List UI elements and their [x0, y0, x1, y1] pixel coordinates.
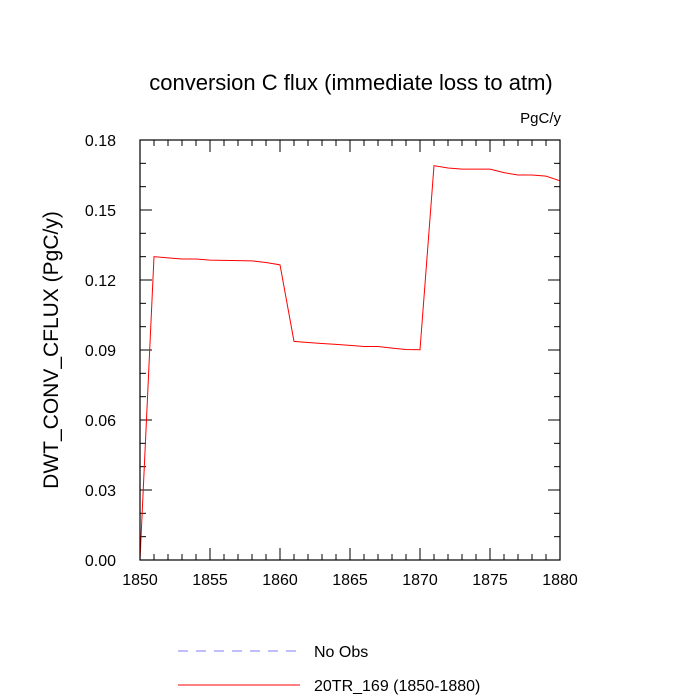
y-tick-label: 0.03	[85, 483, 116, 500]
plot-frame	[139, 139, 561, 561]
y-axis-label: DWT_CONV_CFLUX (PgC/y)	[40, 211, 63, 489]
chart-title: conversion C flux (immediate loss to atm…	[149, 70, 552, 95]
x-tick-label: 1850	[122, 572, 158, 589]
series-line-1	[139, 165, 561, 561]
x-tick-label: 1875	[472, 572, 508, 589]
y-tick-label: 0.15	[85, 203, 116, 220]
x-tick-label: 1880	[542, 572, 578, 589]
series-layer	[139, 165, 561, 561]
units-label: PgC/y	[520, 110, 561, 127]
y-tick-label: 0.00	[85, 553, 116, 570]
x-tick-label: 1870	[402, 572, 438, 589]
y-tick-label: 0.18	[85, 133, 116, 150]
x-tick-label: 1865	[332, 572, 368, 589]
legend-label-20tr-169: 20TR_169 (1850-1880)	[314, 678, 480, 695]
axis-ticks: 1850 1855 1860 1865 1870 1875 1880 0.00 0.03 0.06…	[85, 133, 578, 589]
x-tick-label: 1855	[192, 572, 228, 589]
x-tick-label: 1860	[262, 572, 298, 589]
y-tick-label: 0.09	[85, 343, 116, 360]
y-tick-label: 0.12	[85, 273, 116, 290]
y-tick-label: 0.06	[85, 413, 116, 430]
legend-label-no-obs: No Obs	[314, 644, 368, 661]
legend: No Obs 20TR_169 (1850-1880)	[178, 644, 480, 695]
